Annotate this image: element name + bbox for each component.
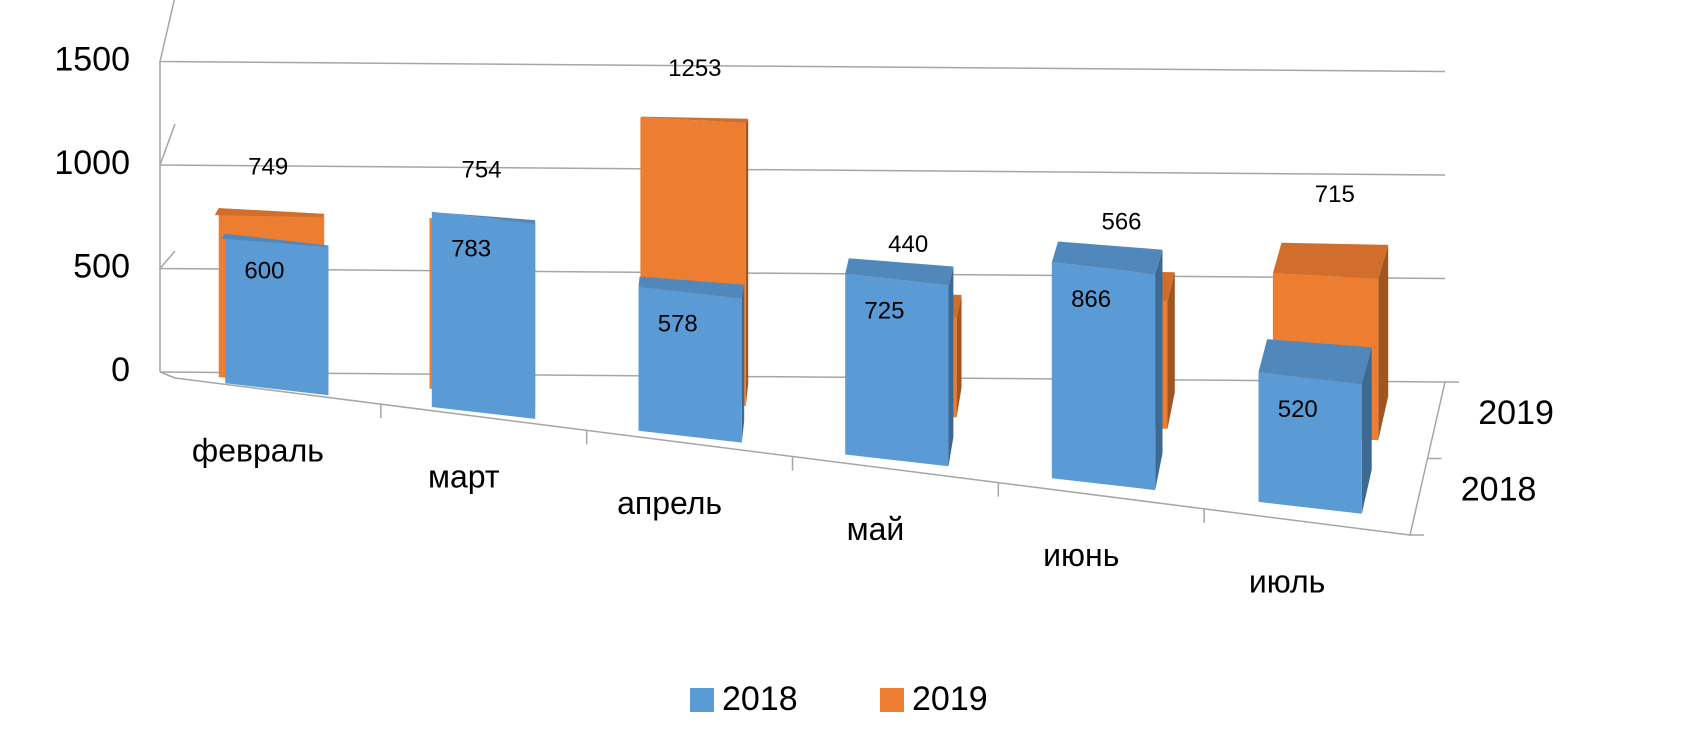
bar-side (1378, 244, 1389, 441)
grid-line (159, 371, 1446, 383)
data-label: 440 (888, 231, 928, 258)
grid-line (159, 0, 1446, 73)
bar-top (638, 276, 745, 299)
legend-swatch (690, 688, 714, 712)
bar-front (1051, 262, 1156, 491)
x-tick-label: февраль (192, 433, 324, 469)
bar-side (741, 284, 745, 443)
data-label: 715 (1315, 181, 1355, 208)
x-tick-label: апрель (617, 485, 722, 521)
data-label: 520 (1278, 396, 1318, 423)
legend-swatch (880, 688, 904, 712)
bar-side (1155, 249, 1163, 491)
x-tick-label: июль (1249, 563, 1326, 599)
bar-front (1258, 372, 1362, 514)
legend-label: 2018 (722, 680, 798, 718)
bar-side (1167, 272, 1175, 429)
data-label: 783 (451, 236, 491, 263)
y-tick-label: 1000 (54, 144, 130, 182)
bar-side (948, 266, 954, 467)
y-tick-label: 500 (73, 247, 130, 285)
bar-top (214, 208, 325, 218)
bar-top (1258, 339, 1372, 385)
bar-top (221, 233, 329, 247)
data-label: 749 (248, 153, 288, 180)
bar-front (638, 286, 742, 443)
grid-line (158, 123, 1446, 176)
legend-label: 2019 (912, 680, 988, 718)
depth-label: 2018 (1461, 471, 1537, 509)
data-label: 578 (658, 311, 698, 338)
bar-top (845, 258, 954, 286)
data-label: 600 (244, 258, 284, 285)
axis-line (174, 377, 1446, 536)
y-tick-label: 0 (111, 351, 130, 389)
bar-top (1051, 241, 1163, 275)
bar-side (1361, 347, 1372, 514)
data-label: 566 (1101, 209, 1141, 236)
data-label: 725 (864, 298, 904, 325)
bar-front (845, 273, 949, 467)
y-tick-label: 1500 (54, 40, 130, 78)
depth-label: 2019 (1478, 394, 1554, 432)
x-tick-label: июнь (1043, 537, 1119, 573)
x-tick-label: март (428, 459, 500, 495)
data-label: 1253 (668, 55, 721, 82)
bar-side (956, 294, 962, 418)
bar-front (431, 211, 536, 419)
bar-top (1272, 242, 1389, 279)
x-tick-label: май (847, 511, 905, 547)
data-label: 866 (1071, 286, 1111, 313)
bar-front (225, 233, 329, 396)
grid-line (158, 250, 1446, 280)
bar-side (745, 118, 749, 406)
data-label: 754 (461, 156, 501, 183)
bar-top (640, 116, 749, 123)
